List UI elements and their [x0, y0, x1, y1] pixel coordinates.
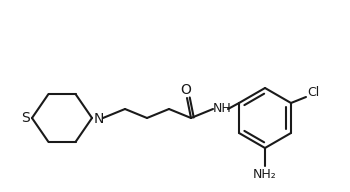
Text: Cl: Cl [307, 87, 319, 99]
Text: NH₂: NH₂ [253, 167, 277, 180]
Text: N: N [94, 112, 104, 126]
Text: NH: NH [213, 102, 231, 114]
Text: O: O [181, 83, 191, 97]
Text: S: S [22, 111, 30, 125]
